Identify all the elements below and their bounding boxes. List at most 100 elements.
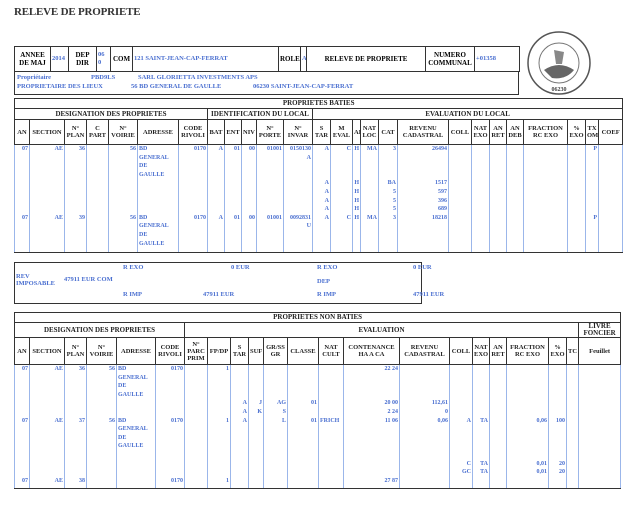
column-header-pexo: % EXO bbox=[567, 119, 586, 145]
cell-niv bbox=[241, 162, 257, 171]
cell-plan bbox=[64, 196, 87, 206]
cell-cat bbox=[378, 230, 398, 240]
column-header-section: SECTION bbox=[29, 337, 65, 365]
cell-contenance: 22 24 bbox=[343, 364, 400, 374]
cell-pexo bbox=[548, 407, 567, 417]
numero-value: +01358 bbox=[474, 46, 520, 72]
cell-classe bbox=[287, 468, 319, 477]
cell-feuillet bbox=[577, 442, 622, 451]
cell-an: 07 bbox=[14, 364, 30, 374]
cell-feuillet bbox=[577, 459, 622, 469]
cell-adresse: GAULLE bbox=[137, 170, 179, 180]
column-header-cat: CAT bbox=[378, 119, 398, 145]
cell-revenu bbox=[399, 442, 450, 451]
cell-contenance: 11 06 bbox=[343, 416, 400, 426]
cell-natexo bbox=[472, 407, 490, 417]
cell-star bbox=[230, 468, 249, 477]
cell-feuillet bbox=[577, 476, 622, 486]
cell-anret bbox=[489, 153, 507, 163]
column-header-cpart: C PART bbox=[86, 119, 109, 145]
column-header-anret: AN RET bbox=[489, 119, 507, 145]
cell-pexo bbox=[548, 425, 567, 434]
column-header-porte: N° PORTE bbox=[256, 119, 284, 145]
table-row: DE bbox=[14, 433, 622, 443]
cell-an bbox=[14, 442, 30, 451]
cell-coef bbox=[597, 144, 624, 154]
cell-section bbox=[29, 196, 65, 206]
cell-section bbox=[29, 407, 65, 417]
cell-coll bbox=[449, 425, 473, 434]
column-header-revenu: REVENU CADASTRAL bbox=[397, 119, 449, 145]
cell-bat bbox=[207, 153, 225, 163]
cell-fraction bbox=[523, 230, 568, 240]
cell-rivoli bbox=[155, 468, 185, 477]
cell-natexo bbox=[471, 196, 490, 206]
cell-ent: 01 bbox=[224, 144, 242, 154]
cell-cpart bbox=[86, 205, 109, 214]
cell-adresse: GENERAL bbox=[116, 425, 156, 434]
cell-anret bbox=[489, 425, 507, 434]
cell-contenance bbox=[343, 425, 400, 434]
cell-fpdf bbox=[207, 382, 231, 391]
column-header-anret: AN RET bbox=[489, 337, 507, 365]
cell-fraction bbox=[506, 425, 549, 434]
cell-af bbox=[352, 170, 361, 180]
cell-grss bbox=[263, 433, 288, 443]
cell-natexo bbox=[472, 382, 490, 391]
table-row: GENERAL bbox=[14, 373, 622, 383]
column-header-rivoli: CODE RIVOLI bbox=[178, 119, 208, 145]
cell-feuillet bbox=[577, 407, 622, 417]
cell-natexo bbox=[472, 364, 490, 374]
cell-andeb bbox=[506, 153, 524, 163]
cell-revenu bbox=[399, 450, 450, 460]
table-row: A H 5 689 bbox=[14, 205, 624, 214]
cell-ent bbox=[224, 179, 242, 188]
cell-section bbox=[29, 222, 65, 231]
cell-rivoli bbox=[155, 390, 185, 400]
cell-fpdf bbox=[207, 407, 231, 417]
cell-meval bbox=[330, 205, 353, 214]
cell-coll bbox=[449, 382, 473, 391]
cell-coll: GC bbox=[449, 468, 473, 477]
cell-an bbox=[14, 162, 30, 171]
cell-star: A bbox=[230, 399, 249, 408]
cell-revenu bbox=[399, 373, 450, 383]
cell-rivoli bbox=[178, 205, 208, 214]
cell-af: H bbox=[352, 213, 361, 223]
cell-adresse bbox=[116, 407, 156, 417]
cell-anret bbox=[489, 390, 507, 400]
dep-label: DEP DIR bbox=[68, 46, 97, 72]
proprietes-baties-table: PROPRIETES BATIES DESIGNATION DES PROPRIE… bbox=[13, 98, 624, 254]
column-header-an: AN bbox=[14, 119, 30, 145]
cell-natexo: TA bbox=[472, 459, 490, 469]
cell-revenu bbox=[399, 433, 450, 443]
cell-andeb bbox=[506, 170, 524, 180]
cell-voirie bbox=[86, 450, 117, 460]
cell-natcult bbox=[318, 425, 344, 434]
cell-tc bbox=[566, 390, 579, 400]
cell-ent bbox=[224, 170, 242, 180]
cell-section bbox=[29, 230, 65, 240]
cell-anret bbox=[489, 179, 507, 188]
cell-coll bbox=[449, 373, 473, 383]
cell-adresse bbox=[116, 450, 156, 460]
cell-anret bbox=[489, 213, 507, 223]
com-label: COM bbox=[110, 46, 133, 72]
cell-anret bbox=[489, 450, 507, 460]
cell-natexo bbox=[472, 373, 490, 383]
cell-coll bbox=[449, 476, 473, 486]
table-row: GENERAL bbox=[14, 425, 622, 434]
cell-revenu bbox=[399, 476, 450, 486]
cell-revenu bbox=[397, 222, 449, 231]
cell-grss bbox=[263, 382, 288, 391]
cell-parc bbox=[184, 364, 208, 374]
cell-an bbox=[14, 153, 30, 163]
cell-revenu bbox=[397, 170, 449, 180]
cell-porte bbox=[256, 196, 284, 206]
cell-pexo bbox=[567, 170, 586, 180]
group-header: EVALUATION DU LOCAL bbox=[311, 108, 624, 120]
cell-meval bbox=[330, 162, 353, 171]
cell-parc bbox=[184, 416, 208, 426]
cell-section bbox=[29, 162, 65, 171]
cell-classe bbox=[287, 459, 319, 469]
